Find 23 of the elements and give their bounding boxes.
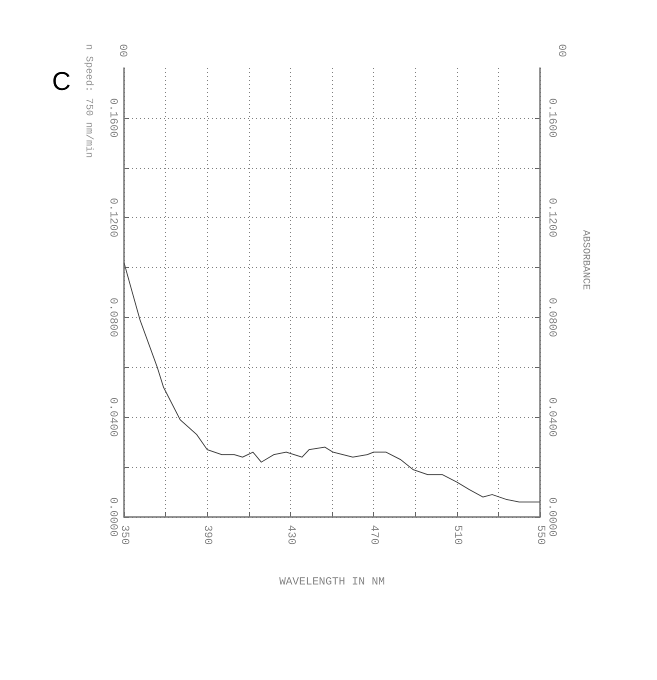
y2-tick-label: 0.1200 bbox=[546, 198, 558, 238]
x-tick-label: 470 bbox=[368, 525, 380, 545]
y2-tick-label: 0.0800 bbox=[546, 298, 558, 338]
y2-axis-title: ABSORBANCE bbox=[580, 230, 590, 290]
y2-tick-label: 0.1600 bbox=[546, 98, 558, 138]
y-tick-label: 0.0800 bbox=[106, 298, 118, 338]
y-tick-label: 0.1200 bbox=[106, 198, 118, 238]
x-axis-title: WAVELENGTH IN NM bbox=[279, 576, 385, 588]
x-tick-label: 350 bbox=[118, 525, 130, 545]
y-tick-label: 0.1600 bbox=[106, 98, 118, 138]
text: C bbox=[52, 66, 71, 96]
y2-tick-label: 0.0400 bbox=[546, 397, 558, 438]
line-series bbox=[124, 262, 540, 503]
y-tick-label: 0.0000 bbox=[106, 497, 118, 537]
x-tick-label: 430 bbox=[284, 525, 296, 545]
text: 00 bbox=[116, 44, 128, 58]
x-tick-label: 550 bbox=[534, 525, 546, 545]
x-tick-label: 510 bbox=[450, 525, 463, 545]
text: 00 bbox=[555, 44, 567, 58]
y-tick-label: 0.0400 bbox=[106, 397, 118, 438]
x-tick-label: 390 bbox=[201, 525, 214, 545]
y2-tick-label: 0.0000 bbox=[546, 497, 558, 537]
text: n Speed: 750 nm/min bbox=[82, 44, 94, 158]
